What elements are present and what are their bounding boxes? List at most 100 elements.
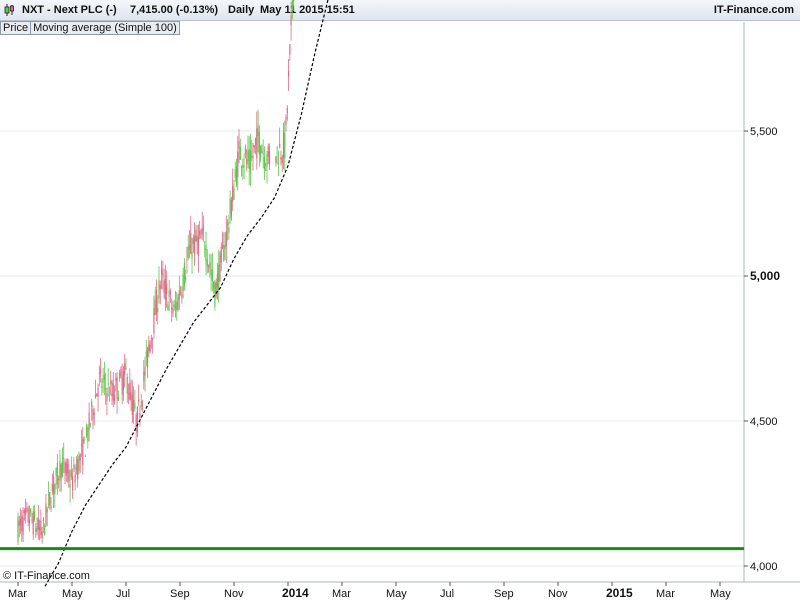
quote-datetime: May 11 2015 15:51 [260, 4, 355, 16]
candle-body [280, 157, 282, 160]
candle-body [207, 265, 210, 267]
candle-body [185, 277, 187, 280]
x-tick-label: May [710, 588, 731, 600]
candlestick-logo-icon [4, 4, 14, 16]
candle-body [70, 470, 72, 478]
candle-body [130, 392, 132, 401]
x-tick-label: Mar [656, 588, 675, 600]
candle-body [89, 423, 92, 425]
candle-body [64, 463, 66, 473]
candle-body [246, 159, 248, 165]
candle-body [205, 244, 207, 262]
x-tick-label: Nov [224, 588, 244, 600]
x-tick-label: Mar [332, 588, 351, 600]
candle-body [83, 436, 85, 442]
candle-body [277, 163, 280, 165]
candle-body [206, 259, 208, 267]
candle-body [154, 299, 156, 316]
candle-body [256, 128, 258, 158]
candle-body [240, 166, 243, 168]
candle-body [267, 146, 269, 157]
candle-body [102, 378, 104, 383]
candle-body [150, 338, 152, 340]
candle-body [72, 476, 74, 491]
x-tick-label: Sep [494, 588, 514, 600]
candle-body [291, 0, 293, 10]
candle-body [228, 226, 230, 233]
candle-body [51, 484, 53, 492]
candle-body [197, 236, 199, 257]
candle-body [237, 151, 239, 178]
candle-body [77, 458, 79, 480]
candle-body [41, 531, 43, 538]
candle-body [27, 508, 29, 522]
candle-body [202, 225, 205, 232]
candle-body [21, 515, 23, 532]
candle-body [177, 297, 179, 310]
candle-body [110, 380, 112, 385]
instrument-name: NXT - Next PLC (-) [22, 4, 117, 16]
candle-body [235, 166, 238, 185]
candle-body [183, 262, 186, 286]
candle-body [136, 407, 139, 433]
candle-body [47, 494, 50, 496]
candle-body [248, 149, 250, 169]
x-tick-label: May [62, 588, 83, 600]
candle-body [163, 280, 165, 294]
y-tick-label: 4,000 [750, 561, 778, 573]
candle-body [129, 382, 131, 400]
x-tick-label: Nov [548, 588, 568, 600]
candle-body [50, 506, 52, 509]
candle-body [167, 304, 169, 311]
candle-body [181, 294, 183, 298]
candle-body [60, 464, 62, 478]
candle-body [120, 369, 122, 377]
candle-body [143, 371, 145, 382]
candle-body [268, 151, 271, 165]
candle-body [192, 238, 194, 244]
candle-body [249, 150, 252, 174]
candle-body [82, 438, 84, 466]
candle-body [159, 284, 161, 290]
candle-body [122, 371, 125, 390]
legend-moving-average[interactable]: Moving average (Simple 100) [30, 21, 180, 35]
candle-body [92, 408, 94, 420]
candle-body [199, 230, 201, 236]
moving-average-line [44, 0, 329, 587]
candle-body [55, 467, 57, 476]
candle-body [38, 526, 41, 531]
candle-body [113, 394, 116, 401]
candle-body [56, 462, 58, 485]
candle-body [32, 511, 34, 535]
candle-body [96, 393, 98, 397]
candle-body [168, 290, 170, 298]
candle-body [191, 252, 193, 259]
candle-body [239, 146, 241, 160]
candle-body [153, 308, 155, 334]
candle-body [218, 264, 220, 290]
candle-body [101, 386, 103, 388]
candle-body [134, 403, 136, 409]
candle-body [79, 454, 81, 461]
candle-body [254, 138, 257, 145]
candle-body [22, 517, 24, 536]
candle-body [176, 301, 178, 311]
candle-body [166, 283, 168, 295]
legend-price[interactable]: Price [0, 21, 32, 35]
candle-body [94, 395, 97, 398]
candle-body [135, 414, 137, 431]
candle-body [224, 244, 226, 249]
candle-body [85, 426, 88, 437]
candle-body [124, 363, 126, 376]
candle-body [73, 464, 75, 470]
candle-body [227, 222, 229, 226]
candle-body [213, 281, 215, 289]
candle-body [121, 376, 123, 395]
candle-body [214, 282, 216, 307]
candle-body [107, 383, 109, 385]
candle-body [211, 269, 213, 281]
candle-body [31, 519, 33, 521]
candle-body [174, 306, 177, 309]
candle-body [148, 344, 150, 351]
